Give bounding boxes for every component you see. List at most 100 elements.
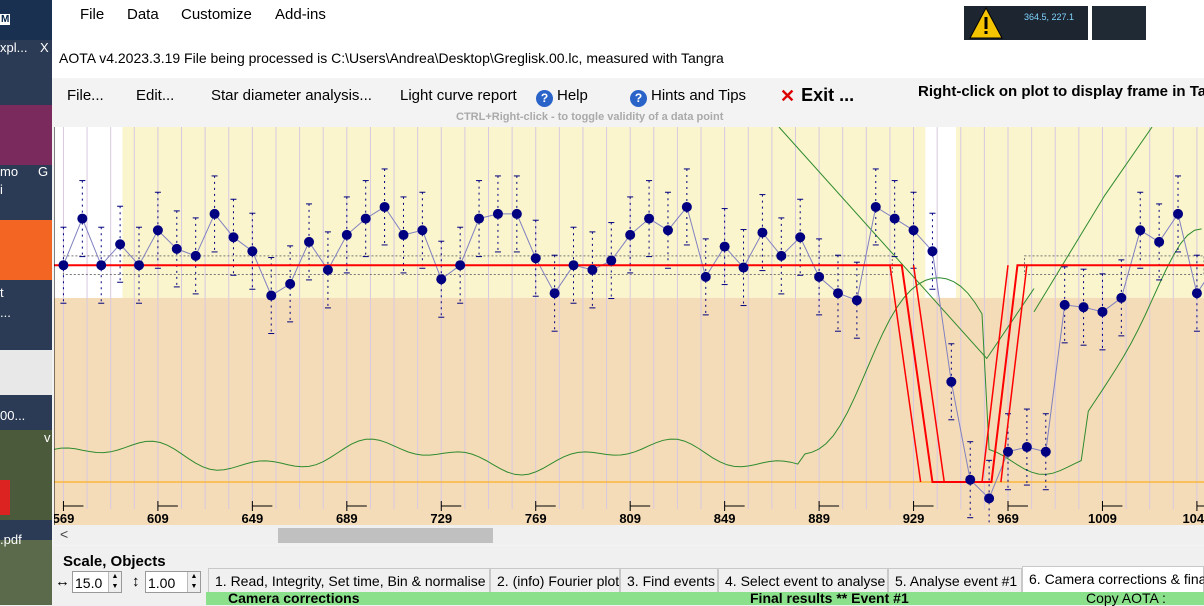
menu-help-label: Help xyxy=(557,87,588,104)
data-point xyxy=(946,376,957,387)
x-tick-label: 1049 xyxy=(1182,511,1204,526)
menu-light-curve-report[interactable]: Light curve report xyxy=(400,87,517,104)
tab-fourier-plot[interactable]: 2. (info) Fourier plot xyxy=(490,568,620,592)
menu-edit[interactable]: Edit... xyxy=(136,87,175,104)
window-title: AOTA v4.2023.3.19 File being processed i… xyxy=(59,50,724,66)
data-point xyxy=(832,288,843,299)
light-curve-chart[interactable]: 569 609 649 689 729 769 809 849 889 929 969 1009 104… xyxy=(54,127,1204,527)
copy-aota-label: Copy AOTA : xyxy=(1086,590,1166,606)
data-point xyxy=(1191,288,1202,299)
x-tick-label: 1009 xyxy=(1088,511,1117,526)
data-point xyxy=(984,493,995,504)
data-point xyxy=(851,295,862,306)
desktop-icon-white[interactable] xyxy=(0,350,52,395)
camera-corrections-label: Camera corrections xyxy=(228,590,360,606)
desktop-label: i xyxy=(0,182,3,197)
data-point xyxy=(870,201,881,212)
desktop-label: mo xyxy=(0,164,19,179)
menu-bar: File... Edit... Star diameter analysis..… xyxy=(52,78,1204,126)
tab-select-event[interactable]: 4. Select event to analyse xyxy=(718,568,888,592)
data-point xyxy=(700,271,711,282)
data-point xyxy=(814,271,825,282)
bg-menu-addins[interactable]: Add-ins xyxy=(275,6,326,23)
tab-analyse-event[interactable]: 5. Analyse event #1 xyxy=(888,568,1022,592)
reference-box xyxy=(1024,255,1204,276)
menu-exit-label: Exit ... xyxy=(801,85,855,105)
desktop-label: 00... xyxy=(0,408,26,423)
objects-spinner[interactable]: 1.00 ▲ ▼ xyxy=(145,571,201,593)
desktop-icon-red[interactable] xyxy=(0,105,52,165)
data-point xyxy=(1135,225,1146,236)
data-point xyxy=(795,232,806,243)
menu-help[interactable]: ? Help xyxy=(536,87,588,107)
bg-menu-file[interactable]: File xyxy=(80,6,105,23)
data-point xyxy=(379,201,390,212)
desktop-image-bottom xyxy=(0,540,52,605)
desktop-icon-pdf[interactable] xyxy=(0,480,10,515)
desktop-label: v xyxy=(44,430,51,445)
data-point xyxy=(587,264,598,275)
close-icon: ✕ xyxy=(780,86,796,106)
background-window: File Data Customize Add-ins xyxy=(52,0,942,41)
tab-find-events[interactable]: 3. Find events xyxy=(620,568,718,592)
objects-value: 1.00 xyxy=(148,575,176,591)
data-point xyxy=(1021,442,1032,453)
spinner-arrows[interactable]: ▲ ▼ xyxy=(187,572,200,592)
menu-file[interactable]: File... xyxy=(67,87,104,104)
bg-menu-data[interactable]: Data xyxy=(127,6,159,23)
x-tick-label: 569 xyxy=(54,511,74,526)
desktop-label: t xyxy=(0,285,4,300)
data-point xyxy=(511,208,522,219)
menu-star-diameter[interactable]: Star diameter analysis... xyxy=(211,87,372,104)
menu-exit[interactable]: ✕ Exit ... xyxy=(780,85,854,107)
x-tick-label: 609 xyxy=(147,511,169,526)
title-bar: AOTA v4.2023.3.19 File being processed i… xyxy=(52,40,1204,78)
band-light xyxy=(122,127,1204,298)
horizontal-scrollbar[interactable]: < xyxy=(54,525,1204,545)
x-tick-label: 849 xyxy=(714,511,736,526)
data-point xyxy=(530,253,541,264)
help-icon: ? xyxy=(536,90,553,107)
bg-menu-customize[interactable]: Customize xyxy=(181,6,252,23)
data-point xyxy=(681,201,692,212)
background-trace-3 xyxy=(1033,127,1153,313)
data-point xyxy=(719,241,730,252)
data-point xyxy=(1040,446,1051,457)
data-point xyxy=(776,250,787,261)
vertical-scale-icon: ↕ xyxy=(132,573,140,590)
tab-read-integrity[interactable]: 1. Read, Integrity, Set time, Bin & norm… xyxy=(208,568,490,592)
x-tick-label: 649 xyxy=(242,511,264,526)
data-point xyxy=(285,278,296,289)
background-dark-window: 364.5, 227.1 xyxy=(942,0,1204,40)
data-point xyxy=(474,213,485,224)
data-point xyxy=(1003,446,1014,457)
scroll-left-arrow[interactable]: < xyxy=(60,526,69,542)
scale-spinner[interactable]: 15.0 ▲ ▼ xyxy=(72,571,122,593)
data-point xyxy=(662,225,673,236)
ctrl-click-hint: CTRL+Right-click - to toggle validity of… xyxy=(456,111,724,123)
data-point xyxy=(1078,302,1089,313)
results-panel-header: Camera corrections Final results ** Even… xyxy=(206,590,1204,606)
data-point xyxy=(965,474,976,485)
scale-value: 15.0 xyxy=(75,575,103,591)
desktop-icon-orange[interactable] xyxy=(0,220,52,280)
data-point xyxy=(644,213,655,224)
data-point xyxy=(738,262,749,273)
right-click-hint: Right-click on plot to display frame in … xyxy=(918,83,1204,100)
desktop-label: .pdf xyxy=(0,532,22,547)
scrollbar-thumb[interactable] xyxy=(278,528,493,543)
x-tick-label: 809 xyxy=(619,511,641,526)
data-point xyxy=(757,227,768,238)
bottom-panel: Scale, Objects ↔ 15.0 ▲ ▼ ↕ 1.00 ▲ ▼ 1. Re… xyxy=(52,546,1204,606)
menu-hints[interactable]: ? Hints and Tips xyxy=(630,87,746,107)
desktop-label: ... xyxy=(0,305,11,320)
x-tick-label: 929 xyxy=(903,511,925,526)
x-tick-label: 889 xyxy=(808,511,830,526)
data-point xyxy=(492,208,503,219)
spinner-arrows[interactable]: ▲ ▼ xyxy=(108,572,121,592)
tab-camera-corrections[interactable]: 6. Camera corrections & final xyxy=(1022,566,1204,592)
desktop-background: M xpl... X mo G i t ... 00... v .pdf xyxy=(0,0,52,605)
light-curve-plot[interactable]: 569 609 649 689 729 769 809 849 889 929 969 1009 104… xyxy=(54,127,1204,527)
data-point xyxy=(1059,299,1070,310)
data-point xyxy=(134,260,145,271)
